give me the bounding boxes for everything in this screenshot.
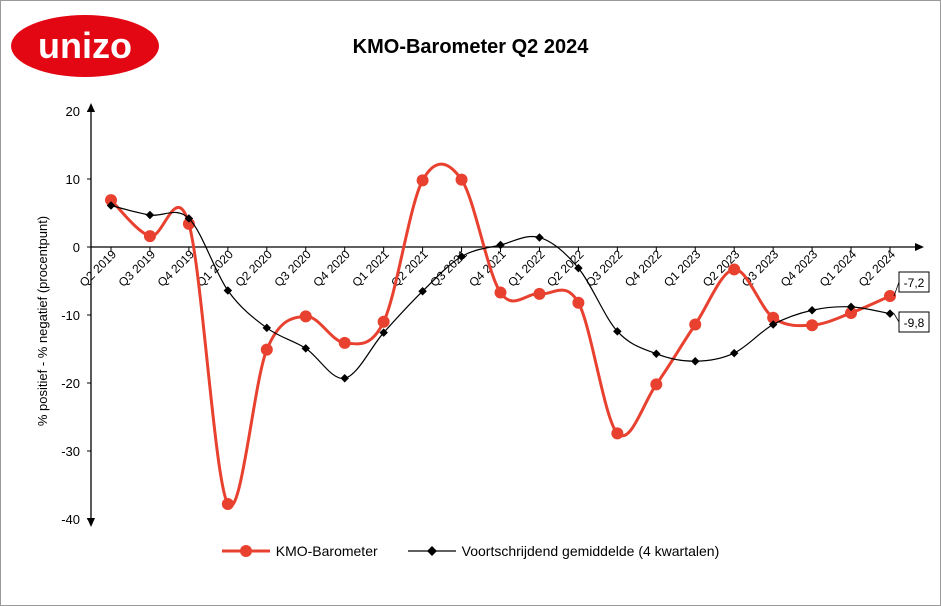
data-point-kmo bbox=[299, 310, 312, 323]
y-tick-label: 20 bbox=[66, 104, 80, 119]
series-line-kmo-barometer bbox=[109, 162, 891, 508]
data-point-kmo bbox=[611, 427, 624, 440]
data-point-kmo bbox=[533, 287, 546, 300]
unizo-logo: unizo bbox=[11, 15, 159, 77]
legend-label-kmo: KMO-Barometer bbox=[275, 543, 378, 559]
data-point-kmo bbox=[845, 306, 858, 319]
series-group bbox=[105, 162, 896, 511]
data-label-kmo-last-text: -7,2 bbox=[904, 276, 925, 290]
logo-ellipse bbox=[11, 15, 159, 77]
data-point-moving-average bbox=[301, 344, 310, 353]
data-point-moving-average bbox=[613, 327, 622, 336]
data-point-moving-average bbox=[496, 240, 505, 250]
legend: KMO-Barometer Voortschrijdend gemiddelde… bbox=[0, 540, 941, 562]
x-tick-label: Q4 2023 bbox=[778, 247, 821, 290]
x-tick-label: Q4 2020 bbox=[310, 247, 353, 290]
data-point-moving-average bbox=[418, 286, 427, 296]
data-label-kmo-last-box bbox=[898, 271, 930, 293]
axes-group: 20 10 0 -10 -20 -30 -40 % positief - % negatief… bbox=[35, 103, 924, 527]
data-point-kmo bbox=[416, 174, 429, 187]
y-axis-arrow-top bbox=[87, 103, 95, 112]
data-point-kmo bbox=[377, 315, 390, 328]
y-tick-label: -10 bbox=[61, 308, 80, 323]
data-label-moving-average-last-leader bbox=[893, 313, 900, 323]
x-tick-label: Q3 2021 bbox=[427, 247, 470, 290]
data-point-kmo bbox=[455, 173, 468, 186]
data-point-moving-average bbox=[145, 210, 155, 220]
labels-group: -7,2 -9,8 bbox=[893, 271, 930, 333]
legend-item-kmo: KMO-Barometer bbox=[221, 543, 378, 559]
data-point-moving-average bbox=[535, 233, 544, 242]
data-point-kmo bbox=[806, 319, 819, 332]
data-point-kmo bbox=[143, 230, 156, 243]
y-tick-label: 0 bbox=[73, 240, 80, 255]
data-point-moving-average bbox=[768, 320, 778, 329]
legend-swatch-moving-average bbox=[407, 546, 456, 556]
data-point-kmo bbox=[260, 343, 273, 356]
data-point-kmo bbox=[105, 194, 117, 207]
y-tick-label: 10 bbox=[66, 172, 80, 187]
x-tick-label: Q3 2019 bbox=[116, 247, 159, 290]
logo-text: unizo bbox=[38, 25, 132, 66]
data-point-kmo bbox=[494, 286, 507, 299]
data-point-moving-average bbox=[652, 349, 661, 359]
y-axis-arrow-bottom bbox=[87, 518, 95, 527]
data-point-kmo bbox=[221, 498, 234, 511]
data-point-moving-average bbox=[106, 201, 116, 210]
legend-swatch-kmo bbox=[221, 545, 270, 557]
legend-item-moving-average: Voortschrijdend gemiddelde (4 kwartalen) bbox=[407, 543, 720, 559]
data-point-kmo bbox=[728, 263, 741, 276]
data-point-moving-average bbox=[262, 323, 272, 333]
data-point-kmo bbox=[338, 336, 351, 349]
x-tick-label: Q1 2022 bbox=[505, 247, 548, 290]
y-tick-label: -40 bbox=[61, 512, 80, 527]
legend-label-moving-average: Voortschrijdend gemiddelde (4 kwartalen) bbox=[461, 543, 720, 559]
data-point-moving-average bbox=[729, 348, 739, 358]
y-tick-label: -20 bbox=[61, 376, 80, 391]
x-tick-label: Q1 2024 bbox=[817, 247, 860, 290]
data-point-moving-average bbox=[574, 263, 583, 273]
x-tick-label: Q3 2023 bbox=[739, 247, 782, 290]
data-point-kmo bbox=[689, 318, 702, 331]
data-label-kmo-last-leader bbox=[893, 281, 900, 297]
x-tick-label: Q3 2022 bbox=[583, 247, 626, 290]
y-tick-label: -30 bbox=[61, 444, 80, 459]
x-tick-label: Q3 2020 bbox=[271, 247, 314, 290]
data-point-moving-average bbox=[379, 328, 388, 337]
data-point-moving-average bbox=[457, 252, 466, 261]
data-point-kmo bbox=[767, 311, 780, 324]
x-tick-label: Q2 2020 bbox=[232, 247, 275, 290]
data-point-kmo bbox=[884, 289, 896, 302]
x-tick-label: Q1 2021 bbox=[349, 247, 392, 290]
data-point-moving-average bbox=[691, 356, 700, 366]
data-point-moving-average bbox=[184, 214, 194, 223]
data-point-moving-average bbox=[807, 305, 817, 315]
data-point-moving-average bbox=[340, 373, 349, 383]
x-axis-arrow bbox=[915, 243, 924, 251]
data-label-moving-average-last-text: -9,8 bbox=[904, 316, 925, 330]
data-label-moving-average-last-box bbox=[898, 311, 930, 333]
data-point-kmo bbox=[572, 296, 585, 309]
y-axis-title: % positief - % negatief (procentpunt) bbox=[35, 216, 50, 426]
x-tick-label: Q2 2024 bbox=[856, 247, 899, 290]
x-tick-label: Q4 2019 bbox=[155, 247, 198, 290]
data-point-kmo bbox=[650, 378, 663, 391]
data-point-moving-average bbox=[846, 302, 856, 312]
x-tick-label: Q2 2019 bbox=[77, 247, 120, 290]
x-tick-label: Q1 2023 bbox=[661, 247, 704, 290]
chart-title: KMO-Barometer Q2 2024 bbox=[352, 36, 589, 58]
data-point-moving-average bbox=[223, 286, 233, 295]
x-tick-label: Q4 2022 bbox=[622, 247, 665, 290]
data-point-moving-average bbox=[885, 309, 895, 318]
